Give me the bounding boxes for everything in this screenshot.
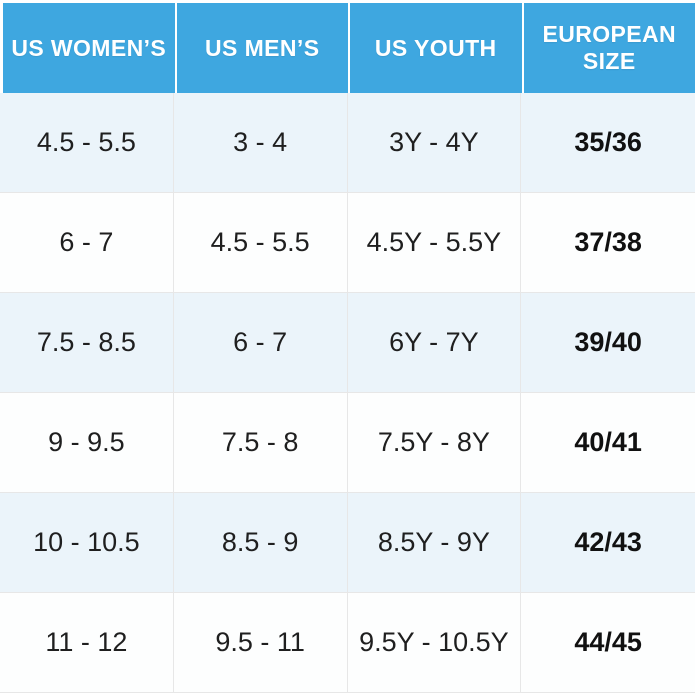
table-row: 11 - 12 9.5 - 11 9.5Y - 10.5Y 44/45 [0,593,695,693]
header-cell-european-size: EUROPEAN SIZE [523,3,695,93]
cell-us-mens: 6 - 7 [173,293,348,393]
cell-us-mens: 9.5 - 11 [173,593,348,693]
cell-european-size: 35/36 [521,93,695,193]
header-cell-us-mens: US MEN’S [176,3,348,93]
cell-european-size: 39/40 [521,293,695,393]
cell-us-youth: 7.5Y - 8Y [347,393,522,493]
cell-us-youth: 9.5Y - 10.5Y [347,593,522,693]
cell-european-size: 42/43 [521,493,695,593]
table-row: 6 - 7 4.5 - 5.5 4.5Y - 5.5Y 37/38 [0,193,695,293]
cell-us-womens: 9 - 9.5 [0,393,174,493]
table-body: 4.5 - 5.5 3 - 4 3Y - 4Y 35/36 6 - 7 4.5 … [0,93,695,693]
cell-us-womens: 10 - 10.5 [0,493,174,593]
cell-us-mens: 7.5 - 8 [173,393,348,493]
cell-us-youth: 4.5Y - 5.5Y [347,193,522,293]
cell-european-size: 40/41 [521,393,695,493]
cell-us-womens: 11 - 12 [0,593,174,693]
table-header-row: US WOMEN’S US MEN’S US YOUTH EUROPEAN SI… [0,0,695,93]
table-row: 10 - 10.5 8.5 - 9 8.5Y - 9Y 42/43 [0,493,695,593]
cell-us-mens: 3 - 4 [173,93,348,193]
cell-us-womens: 4.5 - 5.5 [0,93,174,193]
header-cell-us-youth: US YOUTH [350,3,522,93]
table-row: 7.5 - 8.5 6 - 7 6Y - 7Y 39/40 [0,293,695,393]
cell-european-size: 37/38 [521,193,695,293]
cell-us-youth: 8.5Y - 9Y [347,493,522,593]
cell-us-womens: 7.5 - 8.5 [0,293,174,393]
cell-european-size: 44/45 [521,593,695,693]
header-cell-us-womens: US WOMEN’S [3,3,175,93]
cell-us-womens: 6 - 7 [0,193,174,293]
cell-us-youth: 3Y - 4Y [347,93,522,193]
table-row: 4.5 - 5.5 3 - 4 3Y - 4Y 35/36 [0,93,695,193]
cell-us-mens: 8.5 - 9 [173,493,348,593]
cell-us-youth: 6Y - 7Y [347,293,522,393]
cell-us-mens: 4.5 - 5.5 [173,193,348,293]
table-row: 9 - 9.5 7.5 - 8 7.5Y - 8Y 40/41 [0,393,695,493]
